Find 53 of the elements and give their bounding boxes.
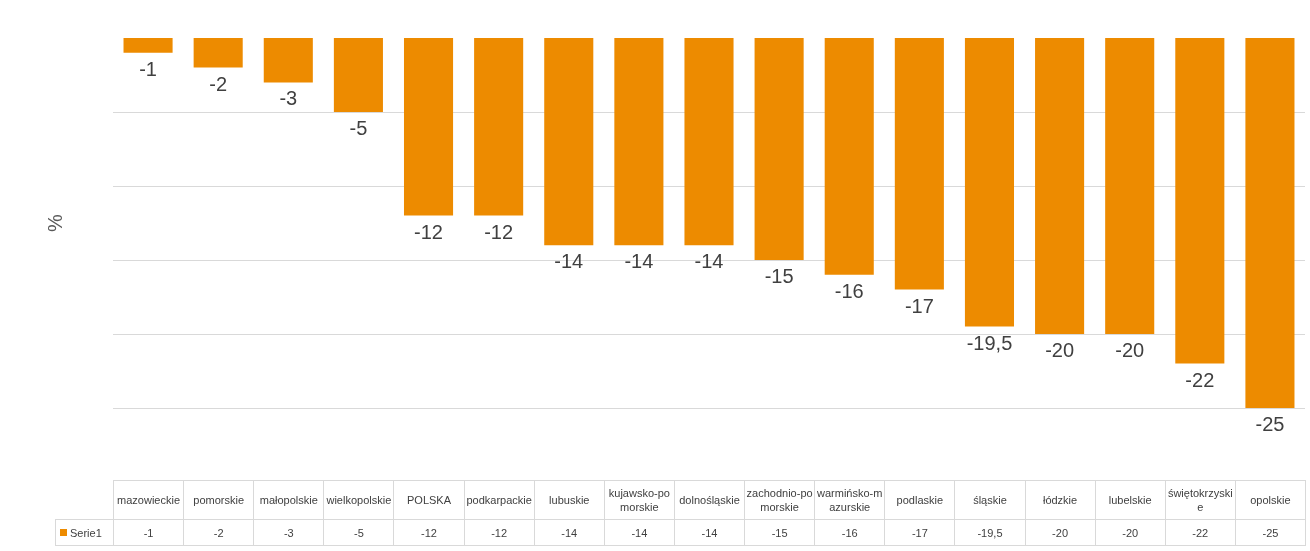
x-tick-label: lubelskie — [1094, 480, 1166, 520]
data-label: -5 — [323, 519, 395, 546]
data-label: -14 — [533, 519, 605, 546]
text: -17 — [904, 294, 934, 317]
x-tick-label: świętokrzyskie — [1164, 480, 1236, 520]
text: -15 — [764, 265, 794, 287]
data-label: -19,5 — [954, 519, 1026, 546]
x-tick-label: dolnośląskie — [673, 480, 746, 520]
legend-label: Serie1 — [55, 519, 114, 546]
data-label: -17 — [884, 519, 956, 546]
x-tick-label: wielkopolskie — [323, 480, 395, 520]
text: -20 — [1115, 339, 1145, 361]
data-label: -12 — [393, 519, 465, 546]
text: -1 — [139, 57, 157, 80]
text: -25 — [1255, 413, 1285, 435]
x-tick-label: podkarpackie — [463, 480, 535, 520]
text: -3 — [279, 87, 298, 110]
data-label: -1 — [113, 519, 185, 546]
data-label: -15 — [744, 519, 816, 546]
x-tick-label: podlaskie — [884, 480, 956, 520]
data-label: -12 — [463, 519, 535, 546]
text: -14 — [624, 250, 654, 273]
data-label: -20 — [1024, 519, 1096, 546]
text: -14 — [694, 250, 724, 273]
x-tick-label: lubuskie — [533, 480, 605, 520]
text: -19,5 — [966, 331, 1013, 354]
data-label: -22 — [1164, 519, 1236, 546]
data-label: -14 — [673, 519, 746, 546]
data-label: -2 — [183, 519, 255, 546]
x-tick-label: kujawsko-pomorskie — [603, 480, 675, 520]
text: -12 — [414, 220, 443, 243]
data-label: -14 — [603, 519, 675, 546]
text: -22 — [1185, 368, 1215, 391]
x-tick-label: śląskie — [954, 480, 1026, 520]
x-tick-label: opolskie — [1234, 480, 1306, 520]
x-tick-label: warmińsko-mazurskie — [814, 480, 886, 520]
x-tick-label: łódzkie — [1024, 480, 1096, 520]
data-label: -20 — [1094, 519, 1166, 546]
data-label: -3 — [253, 519, 325, 546]
text: -12 — [484, 220, 514, 243]
text: -16 — [834, 279, 864, 302]
x-tick-label: mazowieckie — [113, 480, 185, 520]
text: -20 — [1045, 339, 1075, 361]
text: -5 — [349, 117, 368, 139]
x-tick-label: POLSKA — [393, 480, 465, 520]
x-tick-label: pomorskie — [183, 480, 255, 520]
text: -2 — [209, 72, 228, 95]
data-label: -16 — [814, 519, 886, 546]
y-axis-title: % — [44, 213, 66, 232]
x-tick-label: zachodnio-pomorskie — [744, 480, 816, 520]
data-label: -25 — [1234, 519, 1306, 546]
text: -14 — [554, 250, 584, 273]
x-tick-label: małopolskie — [253, 480, 325, 520]
